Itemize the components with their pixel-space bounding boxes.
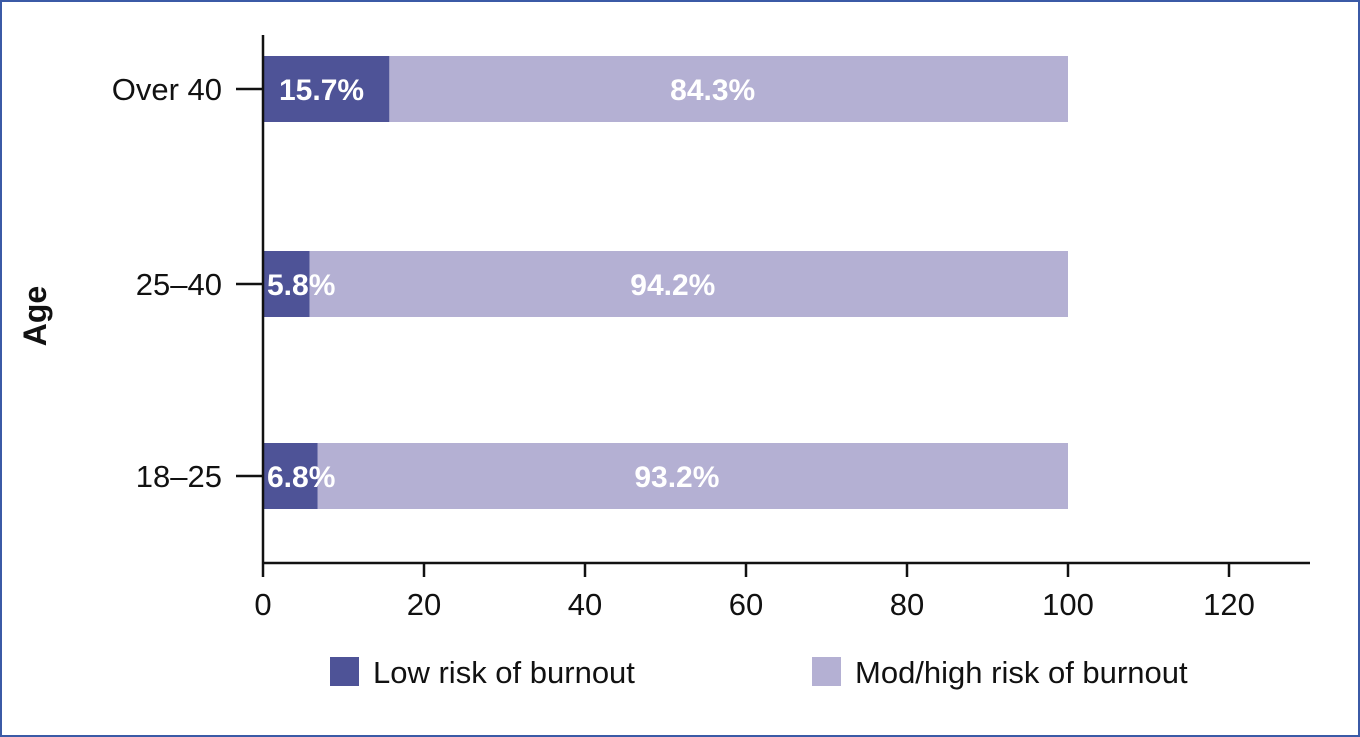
data-label-low-risk-0: 15.7% [279, 74, 364, 107]
x-tick-label: 0 [254, 587, 271, 622]
legend-label-mod-high-risk: Mod/high risk of burnout [855, 655, 1188, 690]
legend-swatch-mod-high-risk [812, 657, 841, 686]
category-label: Over 40 [112, 72, 222, 107]
x-tick-label: 80 [890, 587, 924, 622]
legend-label-low-risk: Low risk of burnout [373, 655, 635, 690]
bar-segment-low-risk-1 [263, 251, 310, 317]
x-tick-label: 120 [1203, 587, 1255, 622]
y-axis-title: Age [17, 286, 53, 346]
legend: Low risk of burnout Mod/high risk of burn… [330, 655, 1188, 690]
bar-segment-mod-high-risk-1 [309, 251, 1068, 317]
x-tick-label: 60 [729, 587, 763, 622]
data-labels-group: 15.7% 84.3% 5.8% 94.2% 6.8% 93.2% [267, 74, 755, 494]
x-tick-label: 40 [568, 587, 602, 622]
data-label-mod-high-risk-2: 93.2% [634, 461, 719, 494]
bar-segment-low-risk-0 [263, 56, 390, 122]
data-label-mod-high-risk-1: 94.2% [630, 269, 715, 302]
x-ticks-group: 0 20 40 60 80 100 120 [254, 563, 1255, 622]
data-label-low-risk-2: 6.8% [267, 461, 335, 494]
axes-group [236, 35, 1310, 565]
category-label: 25–40 [136, 267, 222, 302]
x-tick-label: 100 [1042, 587, 1094, 622]
x-tick-label: 20 [407, 587, 441, 622]
bar-segment-mod-high-risk-0 [389, 56, 1068, 122]
category-label: 18–25 [136, 459, 222, 494]
data-label-mod-high-risk-0: 84.3% [670, 74, 755, 107]
legend-swatch-low-risk [330, 657, 359, 686]
category-labels-group: Over 40 25–40 18–25 [112, 72, 222, 494]
data-label-low-risk-1: 5.8% [267, 269, 335, 302]
bar-segment-mod-high-risk-2 [317, 443, 1068, 509]
bar-segment-low-risk-2 [263, 443, 318, 509]
bars-group [263, 56, 1068, 509]
